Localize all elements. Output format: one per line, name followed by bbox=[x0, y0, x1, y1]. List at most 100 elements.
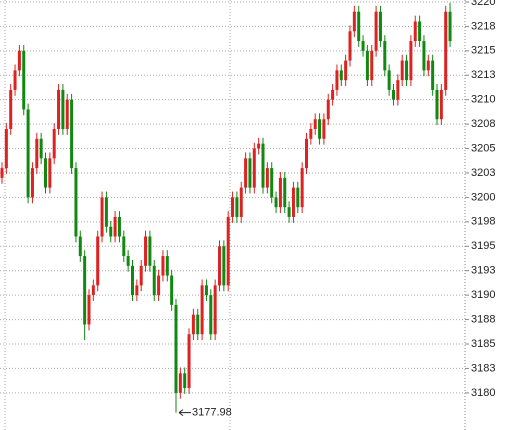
candle-body bbox=[305, 138, 308, 169]
candle-body bbox=[4, 129, 8, 169]
candle-body bbox=[161, 256, 165, 276]
candle-body bbox=[378, 11, 382, 42]
candle-body bbox=[448, 11, 452, 42]
candle-body bbox=[78, 236, 82, 257]
candle-body bbox=[257, 143, 261, 149]
y-tick-label: 3180 bbox=[471, 387, 495, 399]
candle-body bbox=[283, 177, 287, 208]
candle-body bbox=[87, 295, 91, 325]
candle-body bbox=[44, 158, 47, 188]
candle-body bbox=[65, 99, 69, 129]
candle-body bbox=[344, 60, 348, 81]
y-tick-label: 3213 bbox=[471, 69, 495, 81]
candle-body bbox=[222, 246, 226, 286]
candle-body bbox=[39, 138, 43, 159]
candle-body bbox=[331, 89, 335, 100]
candle-body bbox=[213, 285, 217, 335]
candle-body bbox=[383, 41, 387, 71]
candle-body bbox=[387, 70, 391, 90]
candle-body bbox=[291, 187, 295, 217]
candle-body bbox=[126, 256, 130, 266]
candle-body bbox=[426, 60, 430, 71]
candle-body bbox=[405, 60, 409, 81]
candle-body bbox=[26, 109, 30, 198]
candle-body bbox=[296, 187, 300, 208]
candle-body bbox=[122, 236, 126, 257]
candle-body bbox=[435, 89, 439, 120]
candle-body bbox=[313, 119, 317, 129]
candle-body bbox=[361, 41, 365, 51]
candle-body bbox=[152, 265, 156, 296]
candle-body bbox=[235, 197, 239, 217]
candle-body bbox=[431, 60, 435, 90]
candle-body bbox=[109, 226, 113, 237]
candle-body bbox=[270, 168, 274, 198]
low-annotation: 3177.98 bbox=[192, 407, 232, 419]
candle-body bbox=[422, 41, 426, 71]
y-tick-label: 3193 bbox=[471, 265, 495, 277]
candle-body bbox=[9, 89, 13, 129]
candle-body bbox=[322, 119, 326, 139]
candle-body bbox=[265, 168, 269, 188]
y-tick-label: 3200 bbox=[471, 191, 495, 203]
candle-body bbox=[74, 168, 78, 237]
y-tick-label: 3220 bbox=[471, 0, 495, 8]
candle-body bbox=[261, 143, 265, 188]
candle-body bbox=[239, 187, 243, 217]
candle-body bbox=[100, 197, 104, 237]
candle-body bbox=[70, 99, 74, 169]
y-tick-label: 3188 bbox=[471, 313, 495, 325]
y-tick-label: 3210 bbox=[471, 94, 495, 106]
candle-body bbox=[348, 31, 352, 61]
candle-body bbox=[52, 129, 56, 159]
candle-body bbox=[218, 246, 221, 286]
y-tick-label: 3190 bbox=[471, 289, 495, 301]
candle-body bbox=[0, 168, 4, 178]
candle-body bbox=[413, 21, 417, 42]
candle-body bbox=[200, 285, 204, 335]
candle-body bbox=[248, 158, 252, 188]
candle-body bbox=[374, 11, 378, 51]
y-tick-label: 3208 bbox=[471, 118, 495, 130]
candle-body bbox=[444, 11, 448, 90]
candle-body bbox=[144, 236, 148, 266]
candle-body bbox=[61, 89, 65, 129]
candle-body bbox=[326, 99, 330, 120]
candle-body bbox=[392, 89, 395, 100]
annotation-arrow bbox=[178, 409, 191, 417]
candle-body bbox=[396, 80, 400, 100]
candle-body bbox=[309, 129, 313, 139]
candle-body bbox=[83, 256, 87, 325]
candle-body bbox=[357, 11, 361, 42]
candle-body bbox=[48, 158, 52, 188]
candle-body bbox=[170, 275, 174, 305]
candle-body bbox=[287, 207, 291, 217]
candle-body bbox=[187, 334, 191, 388]
candle-body bbox=[339, 70, 343, 81]
candle-body bbox=[352, 11, 356, 32]
y-tick-label: 3205 bbox=[471, 142, 495, 154]
candle-body bbox=[400, 60, 404, 81]
y-tick-label: 3195 bbox=[471, 240, 495, 252]
candle-body bbox=[274, 197, 278, 208]
candle-body bbox=[35, 138, 39, 169]
candle-body bbox=[139, 265, 143, 286]
candle-body bbox=[135, 285, 139, 296]
candle-body bbox=[104, 197, 108, 227]
candle-body bbox=[30, 168, 34, 198]
candle-body bbox=[57, 89, 61, 129]
candle-body bbox=[96, 236, 100, 286]
candle-body bbox=[204, 285, 208, 296]
y-tick-label: 3218 bbox=[471, 20, 495, 32]
candle-body bbox=[409, 41, 413, 81]
y-tick-label: 3185 bbox=[471, 338, 495, 350]
candle-body bbox=[165, 256, 169, 276]
candle-body bbox=[300, 168, 304, 208]
candle-body bbox=[370, 50, 374, 81]
candle-body bbox=[183, 373, 187, 388]
candle-body bbox=[318, 119, 322, 139]
candle-body bbox=[196, 314, 200, 335]
y-tick-label: 3203 bbox=[471, 167, 495, 179]
candle-body bbox=[439, 89, 443, 120]
